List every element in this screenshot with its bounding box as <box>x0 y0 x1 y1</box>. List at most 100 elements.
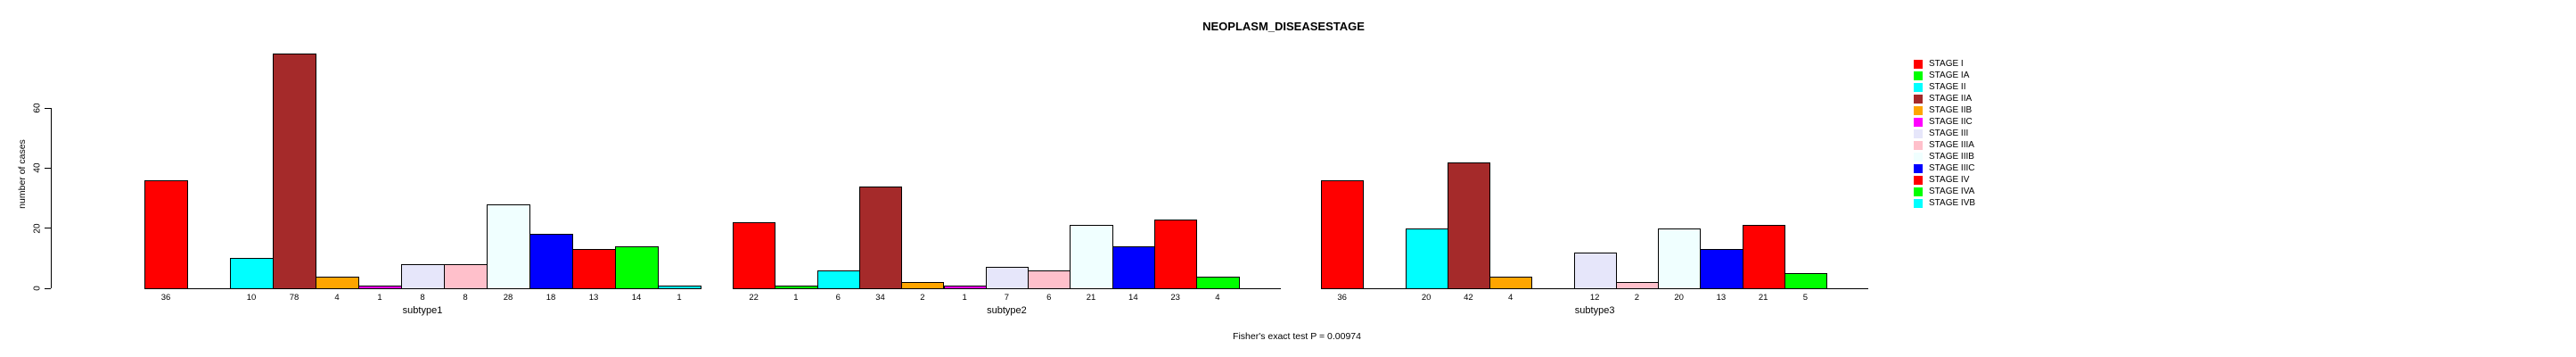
legend-swatch-icon <box>1914 187 1923 196</box>
y-axis-tick <box>45 287 51 289</box>
legend-label: STAGE I <box>1929 59 1964 69</box>
bar-count-label: 20 <box>1674 293 1684 303</box>
group-label-subtype2: subtype2 <box>987 305 1027 316</box>
bar-count-label: 2 <box>920 293 925 303</box>
legend-label: STAGE IV <box>1929 175 1970 185</box>
legend-label: STAGE IA <box>1929 71 1970 80</box>
legend-label: STAGE IIC <box>1929 117 1973 127</box>
bar-subtype1-stage-iiia <box>444 264 488 289</box>
bar-count-label: 36 <box>1337 293 1347 303</box>
bar-count-label: 22 <box>749 293 759 303</box>
legend-swatch-icon <box>1914 106 1923 115</box>
bar-subtype1-stage-iib <box>316 277 359 289</box>
bar-subtype1-stage-ivb <box>658 286 701 289</box>
bar-subtype3-stage-iii <box>1573 253 1617 289</box>
legend-swatch-icon <box>1914 60 1923 69</box>
bar-subtype3-stage-i <box>1321 180 1365 289</box>
bar-subtype1-stage-iii <box>401 264 445 289</box>
legend-label: STAGE IVA <box>1929 187 1975 196</box>
y-axis-title: number of cases <box>17 139 28 209</box>
bar-count-label: 7 <box>1004 293 1010 303</box>
bar-count-label: 4 <box>1215 293 1220 303</box>
bar-subtype1-stage-iv <box>572 249 616 289</box>
bar-count-label: 8 <box>463 293 468 303</box>
y-axis-tick-label: 20 <box>32 223 43 234</box>
bar-subtype2-stage-iiib <box>1070 225 1113 289</box>
bar-subtype2-stage-ia <box>775 286 818 289</box>
bar-subtype3-stage-ii <box>1405 228 1448 289</box>
bar-subtype1-stage-ii <box>230 258 274 289</box>
bar-subtype2-stage-iii <box>985 267 1030 289</box>
bar-subtype3-stage-iia <box>1447 162 1490 289</box>
bar-count-label: 13 <box>588 293 599 303</box>
group-label-subtype3: subtype3 <box>1574 305 1615 316</box>
legend-swatch-icon <box>1914 71 1923 80</box>
bar-subtype3-stage-iiia <box>1615 282 1659 289</box>
bar-count-label: 14 <box>631 293 642 303</box>
bar-count-label: 20 <box>1421 293 1432 303</box>
legend-label: STAGE III <box>1929 129 1969 138</box>
bar-subtype3-stage-iva <box>1784 273 1827 289</box>
bar-subtype1-stage-iva <box>615 246 659 289</box>
bar-count-label: 18 <box>546 293 556 303</box>
y-axis-tick-label: 40 <box>32 162 43 173</box>
bar-subtype2-stage-iic <box>943 286 987 289</box>
bar-count-label: 13 <box>1716 293 1727 303</box>
bar-count-label: 21 <box>1086 293 1096 303</box>
bar-subtype2-stage-iiic <box>1112 246 1155 289</box>
bar-count-label: 1 <box>793 293 799 303</box>
bar-count-label: 12 <box>1589 293 1600 303</box>
statistical-test-annotation: Fisher's exact test P = 0.00974 <box>1233 331 1361 342</box>
y-axis-tick <box>45 107 51 109</box>
bar-count-label: 42 <box>1464 293 1473 303</box>
bar-count-label: 4 <box>334 293 340 303</box>
legend-swatch-icon <box>1914 153 1923 162</box>
legend-swatch-icon <box>1914 164 1923 173</box>
bar-count-label: 5 <box>1802 293 1809 303</box>
bar-count-label: 1 <box>677 293 682 303</box>
bar-count-label: 1 <box>962 293 967 303</box>
bar-count-label: 8 <box>420 293 425 303</box>
bar-subtype3-stage-iv <box>1742 225 1785 289</box>
bar-subtype2-stage-iv <box>1154 220 1198 289</box>
bar-subtype3-stage-iiib <box>1658 228 1702 289</box>
bar-subtype3-stage-iiic <box>1700 249 1743 289</box>
bar-subtype1-stage-i <box>144 180 188 289</box>
y-axis-tick-label: 0 <box>32 286 43 291</box>
bar-subtype2-stage-iia <box>858 187 903 289</box>
y-axis-tick <box>45 167 51 169</box>
bar-subtype3-stage-iib <box>1489 277 1533 289</box>
bar-count-label: 2 <box>1634 293 1640 303</box>
y-axis-tick-label: 60 <box>32 103 43 113</box>
bar-count-label: 6 <box>835 293 841 303</box>
legend-label: STAGE IIIB <box>1929 152 1974 162</box>
bar-subtype2-stage-iiia <box>1028 270 1071 289</box>
legend-label: STAGE II <box>1929 82 1966 92</box>
bar-subtype1-stage-iiib <box>487 204 530 289</box>
legend-label: STAGE IIA <box>1929 94 1973 104</box>
legend-label: STAGE IIB <box>1929 105 1973 115</box>
bar-count-label: 28 <box>503 293 513 303</box>
legend-swatch-icon <box>1914 118 1923 127</box>
bar-count-label: 6 <box>1046 293 1052 303</box>
bar-count-label: 34 <box>875 293 885 303</box>
bar-count-label: 21 <box>1758 293 1768 303</box>
bar-count-label: 4 <box>1507 293 1514 303</box>
bar-subtype2-stage-i <box>733 222 776 289</box>
legend-swatch-icon <box>1914 176 1923 185</box>
bar-count-label: 36 <box>160 293 171 303</box>
legend-swatch-icon <box>1914 141 1923 150</box>
bar-count-label: 23 <box>1170 293 1180 303</box>
bar-subtype1-stage-iic <box>358 286 402 289</box>
legend-swatch-icon <box>1914 83 1923 92</box>
group-label-subtype1: subtype1 <box>402 305 443 316</box>
chart-title: NEOPLASM_DISEASESTAGE <box>1202 20 1365 33</box>
legend-label: STAGE IVB <box>1929 198 1976 208</box>
bar-count-label: 78 <box>289 293 299 303</box>
legend-label: STAGE IIIA <box>1929 140 1974 150</box>
bar-subtype2-stage-iib <box>901 282 945 289</box>
legend-label: STAGE IIIC <box>1929 163 1975 173</box>
bar-subtype2-stage-iva <box>1196 277 1240 289</box>
bar-count-label: 10 <box>246 293 257 303</box>
